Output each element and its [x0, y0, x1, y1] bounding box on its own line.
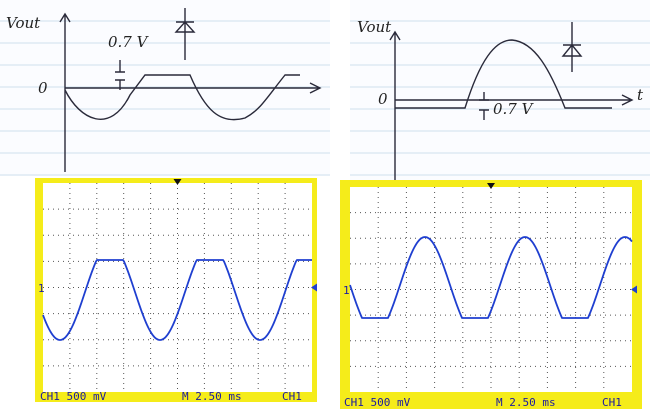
trigger: CH1: [282, 390, 302, 403]
trigger: CH1: [602, 396, 622, 409]
timebase: M 2.50 ms: [496, 396, 556, 409]
right-sketch: Vout 0 0.7 V t: [350, 0, 650, 180]
left-scope: 1 CH1 500 mV M 2.50 ms CH1: [35, 178, 317, 403]
channel-scale: CH1 500 mV: [344, 396, 411, 409]
axis-label: Vout: [6, 14, 41, 32]
channel-marker: 1: [343, 284, 350, 297]
right-scope: 1 CH1 500 mV M 2.50 ms CH1: [340, 180, 642, 409]
drop-label: 0.7 V: [493, 100, 535, 118]
zero-label: 0: [38, 79, 48, 97]
time-label: t: [637, 86, 644, 104]
figure: Vout 0.7 V 0 Vout 0 0.7 V t 1 CH1 500 mV…: [0, 0, 650, 409]
left-sketch: Vout 0.7 V 0: [0, 0, 330, 176]
timebase: M 2.50 ms: [182, 390, 242, 403]
channel-scale: CH1 500 mV: [40, 390, 107, 403]
drop-label: 0.7 V: [108, 33, 150, 51]
axis-label: Vout: [357, 18, 392, 36]
channel-marker: 1: [38, 282, 45, 295]
zero-label: 0: [378, 90, 388, 108]
page: {"left_sketch":{"axis_label":"Vout","dro…: [0, 0, 650, 409]
